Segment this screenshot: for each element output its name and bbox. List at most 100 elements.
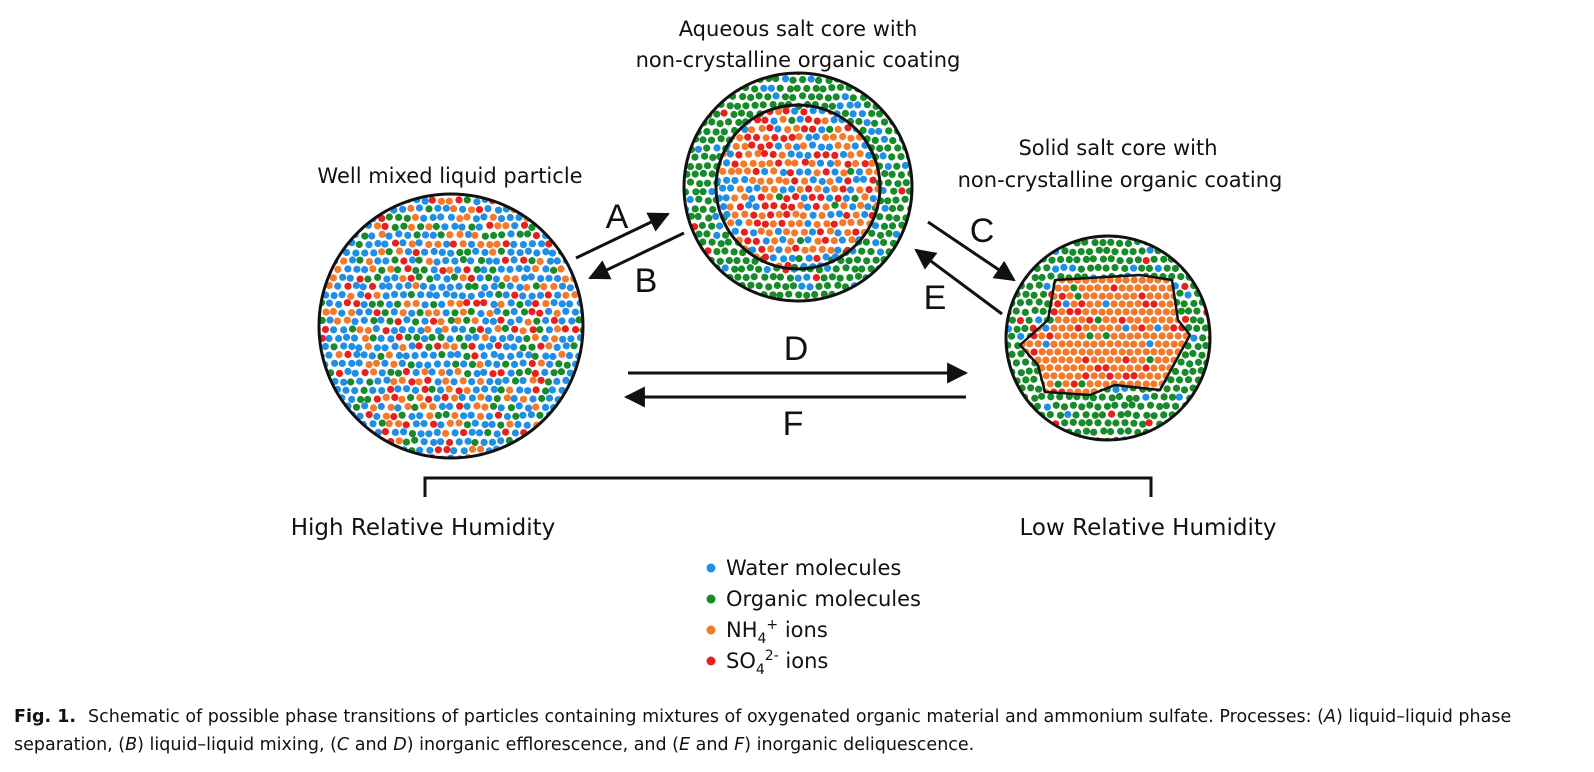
- molecule-dot: [1142, 316, 1150, 324]
- molecule-dot: [381, 309, 389, 317]
- molecule-dot: [340, 378, 348, 386]
- molecule-dot: [1150, 380, 1158, 388]
- molecule-dot: [385, 420, 393, 428]
- molecule-dot: [844, 124, 852, 132]
- molecule-dot: [1025, 367, 1033, 375]
- molecule-dot: [757, 143, 765, 151]
- molecule-dot: [490, 231, 498, 240]
- molecule-dot: [1058, 308, 1066, 316]
- molecule-dot: [788, 116, 796, 124]
- molecule-dot: [1150, 300, 1158, 308]
- molecule-dot: [741, 210, 749, 218]
- molecule-dot: [780, 255, 788, 263]
- molecule-dot: [820, 290, 828, 298]
- molecule-dot: [501, 256, 509, 264]
- molecule-dot: [463, 421, 471, 429]
- molecule-dot: [507, 369, 515, 377]
- molecule-dot: [1094, 284, 1102, 292]
- molecule-dot: [484, 205, 492, 213]
- molecule-dot: [503, 274, 511, 283]
- molecule-dot: [468, 428, 476, 436]
- molecule-dot: [329, 307, 337, 316]
- molecule-dot: [510, 240, 518, 248]
- molecule-dot: [1180, 300, 1188, 308]
- molecule-dot: [1094, 263, 1102, 272]
- molecule-dot: [759, 101, 767, 109]
- molecule-dot: [451, 222, 459, 230]
- molecule-dot: [524, 299, 532, 307]
- molecule-dot: [528, 240, 537, 248]
- molecule-dot: [382, 412, 390, 420]
- molecule-dot: [781, 93, 790, 101]
- molecule-dot: [338, 309, 346, 317]
- molecule-dot: [804, 236, 812, 244]
- molecule-dot: [454, 367, 462, 376]
- molecule-dot: [1145, 264, 1153, 272]
- molecule-dot: [902, 179, 910, 187]
- molecule-dot: [1158, 332, 1166, 340]
- molecule-dot: [1064, 410, 1072, 419]
- molecule-dot: [477, 256, 486, 265]
- molecule-dot: [1078, 332, 1086, 340]
- molecule-dot: [712, 128, 720, 136]
- molecule-dot: [686, 196, 694, 204]
- molecule-dot: [493, 307, 501, 315]
- molecule-dot: [1154, 340, 1162, 348]
- molecule-dot: [1094, 316, 1102, 324]
- molecule-dot: [1046, 348, 1054, 356]
- molecule-dot: [1087, 264, 1095, 272]
- molecule-dot: [814, 185, 822, 193]
- molecule-dot: [1062, 332, 1070, 340]
- molecule-dot: [801, 158, 809, 166]
- molecule-dot: [550, 266, 558, 274]
- molecule-dot: [550, 369, 558, 377]
- molecule-dot: [489, 317, 497, 325]
- molecule-dot: [740, 160, 748, 168]
- molecule-dot: [770, 117, 778, 125]
- molecule-dot: [415, 256, 423, 264]
- molecule-dot: [863, 101, 871, 109]
- molecule-dot: [527, 411, 536, 419]
- molecule-dot: [1078, 300, 1086, 308]
- molecule-dot: [1202, 342, 1210, 350]
- molecule-dot: [1134, 284, 1142, 292]
- molecule-dot: [831, 201, 839, 209]
- molecule-dot: [493, 240, 501, 248]
- molecule-dot: [441, 393, 449, 402]
- molecule-dot: [473, 370, 481, 378]
- molecule-dot: [1150, 392, 1159, 400]
- molecule-dot: [703, 179, 712, 187]
- molecule-dot: [1043, 403, 1052, 411]
- molecule-dot: [1190, 299, 1198, 308]
- molecule-dot: [1134, 364, 1142, 372]
- molecule-dot: [452, 360, 460, 368]
- molecule-dot: [811, 290, 819, 299]
- molecule-dot: [335, 334, 343, 343]
- molecule-dot: [532, 282, 540, 290]
- caption-text-1: Schematic of possible phase transitions …: [88, 707, 1324, 727]
- molecule-dot: [480, 266, 488, 274]
- molecule-dot: [1069, 418, 1077, 426]
- molecule-dot: [464, 437, 472, 445]
- molecule-dot: [355, 308, 363, 316]
- molecule-dot: [1098, 411, 1106, 419]
- molecule-dot: [813, 220, 821, 229]
- molecule-dot: [1142, 332, 1150, 340]
- molecule-dot: [812, 84, 820, 92]
- molecule-dot: [732, 142, 740, 150]
- molecule-dot: [1021, 324, 1029, 332]
- molecule-dot: [356, 275, 364, 283]
- molecule-dot: [1122, 372, 1130, 380]
- molecule-dot: [356, 326, 364, 334]
- molecule-dot: [1078, 284, 1086, 292]
- molecule-dot: [735, 118, 743, 127]
- molecule-dot: [459, 240, 467, 248]
- molecule-dot: [1042, 372, 1050, 380]
- molecule-dot: [1132, 394, 1140, 402]
- molecule-dot: [805, 254, 813, 262]
- molecule-dot: [1114, 308, 1122, 316]
- molecule-dot: [373, 222, 382, 230]
- molecule-dot: [1048, 256, 1056, 264]
- molecule-dot: [766, 159, 774, 167]
- molecule-dot: [382, 292, 390, 300]
